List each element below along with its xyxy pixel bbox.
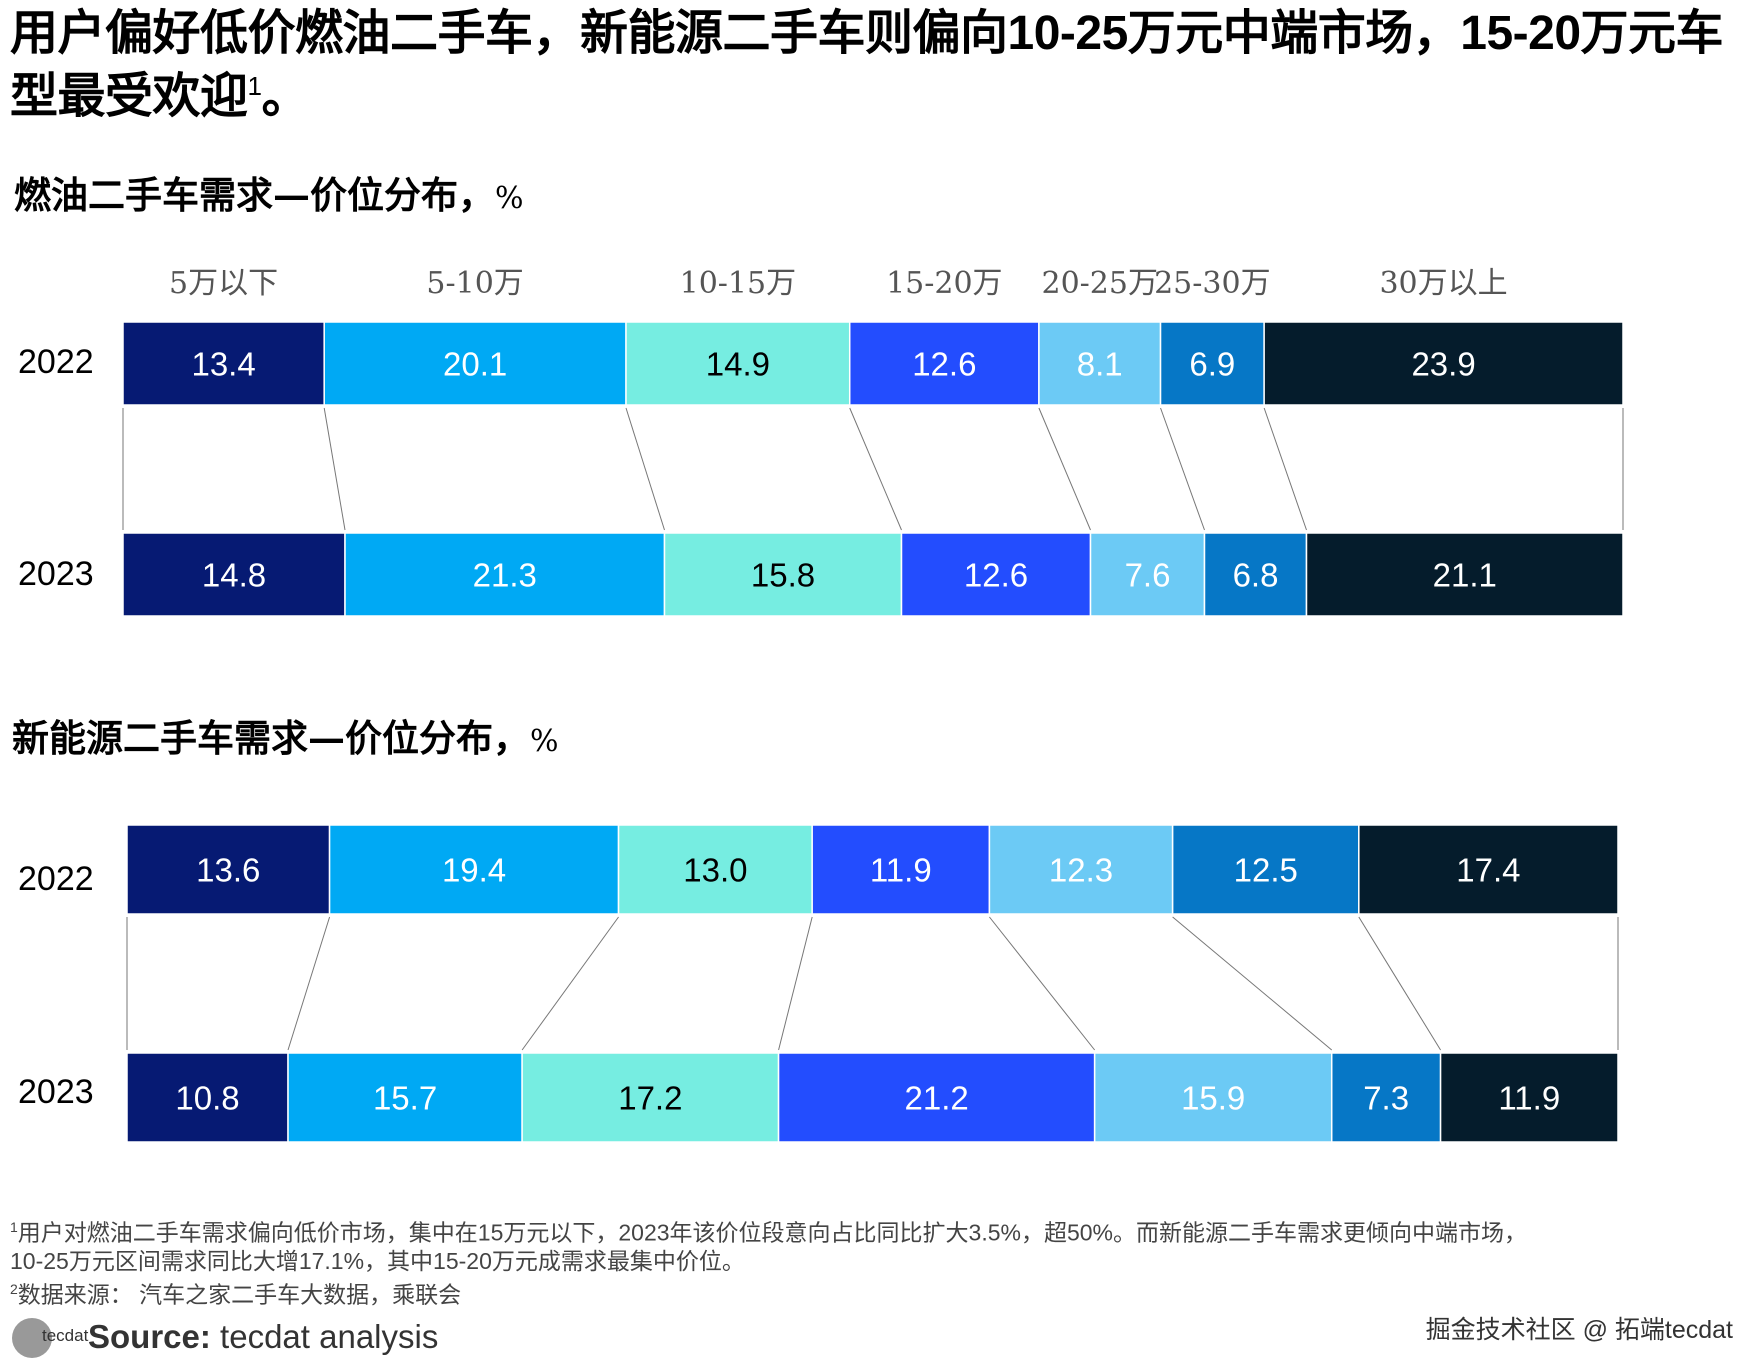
bar-segment	[126, 1052, 289, 1143]
page-title: 用户偏好低价燃油二手车，新能源二手车则偏向10-25万元中端市场，15-20万元…	[10, 7, 1724, 123]
chart2-year-2023: 2023	[18, 1073, 94, 1111]
bar-segment	[848, 321, 1040, 406]
data-label: 12.6	[964, 557, 1028, 594]
data-label: 12.6	[912, 346, 976, 383]
data-label: 21.1	[1433, 557, 1497, 594]
category-label: 5-10万	[426, 266, 524, 301]
watermark: 掘金技术社区 @ 拓端tecdat	[1425, 1316, 1733, 1344]
bar-segment	[1263, 321, 1624, 406]
bar-segment	[1358, 824, 1619, 915]
bar-segment	[777, 1052, 1096, 1143]
data-label: 15.8	[751, 557, 815, 594]
connector-line	[989, 916, 1096, 1051]
data-label: 7.6	[1125, 557, 1171, 594]
data-label: 12.3	[1049, 852, 1113, 889]
bar-segment	[1038, 321, 1162, 406]
category-label: 5万以下	[169, 266, 279, 301]
bar-segment	[1439, 1052, 1619, 1143]
connector-line	[1263, 407, 1307, 531]
data-label: 6.8	[1233, 557, 1279, 594]
bar-segment	[521, 1052, 780, 1143]
bar-segment	[1330, 1052, 1442, 1143]
data-label: 15.7	[373, 1080, 437, 1117]
data-label: 11.9	[870, 852, 932, 889]
chart1-year-2023: 2023	[18, 555, 94, 593]
connector-line	[1160, 407, 1205, 531]
bar-segment	[988, 824, 1174, 915]
category-label: 20-25万	[1041, 266, 1158, 301]
chart2-year-2022: 2022	[18, 860, 94, 898]
bar-segment	[328, 824, 620, 915]
chart1-year-2022: 2022	[18, 343, 94, 381]
data-label: 23.9	[1411, 346, 1475, 383]
connector-line	[778, 916, 813, 1051]
connector-line	[1172, 916, 1333, 1051]
category-label: 25-30万	[1154, 266, 1271, 301]
data-label: 21.2	[904, 1080, 968, 1117]
data-label: 8.1	[1077, 346, 1123, 383]
tecdat-logo	[12, 1318, 52, 1358]
bar-segment	[122, 532, 346, 617]
connector-line	[323, 407, 346, 531]
data-label: 17.4	[1456, 852, 1520, 889]
bar-segment	[1203, 532, 1308, 617]
connector-line	[1358, 916, 1441, 1051]
connector-line	[287, 916, 331, 1051]
chart2-title: 新能源二手车需求—价位分布，%	[12, 716, 559, 760]
data-label: 11.9	[1498, 1080, 1560, 1117]
category-label: 30万以上	[1379, 266, 1508, 301]
bar-segment	[1305, 532, 1624, 617]
bar-segment	[1089, 532, 1206, 617]
bar-segment	[663, 532, 903, 617]
data-label: 20.1	[443, 346, 507, 383]
category-label: 15-20万	[886, 266, 1003, 301]
category-label: 10-15万	[679, 266, 797, 301]
bar-segment	[126, 824, 331, 915]
connector-line	[1038, 407, 1091, 531]
footnote-1: 1用户对燃油二手车需求偏向低价市场，集中在15万元以下，2023年该价位段意向占…	[10, 1219, 1528, 1274]
bar-segment	[122, 321, 325, 406]
data-label: 13.6	[196, 852, 260, 889]
bar-segment	[625, 321, 851, 406]
data-label: 14.8	[202, 557, 266, 594]
data-label: 15.9	[1181, 1080, 1245, 1117]
bar-segment	[287, 1052, 523, 1143]
data-label: 14.9	[706, 346, 770, 383]
connector-line	[849, 407, 902, 531]
bar-segment	[900, 532, 1092, 617]
bar-segment	[617, 824, 813, 915]
data-label: 10.8	[175, 1080, 239, 1117]
data-label: 17.2	[618, 1080, 682, 1117]
data-label: 19.4	[442, 852, 506, 889]
data-label: 12.5	[1234, 852, 1298, 889]
bar-segment	[344, 532, 666, 617]
source: Source: tecdat analysis	[88, 1318, 439, 1355]
data-label: 21.3	[473, 557, 537, 594]
logo-text: tecdat	[42, 1326, 89, 1345]
bar-segment	[323, 321, 627, 406]
bar-segment	[1159, 321, 1265, 406]
chart1-title: 燃油二手车需求—价位分布，%	[14, 173, 524, 217]
connector-line	[625, 407, 665, 531]
footnote-2: 2数据来源： 汽车之家二手车大数据，乘联会	[10, 1281, 462, 1308]
data-label: 13.4	[191, 346, 255, 383]
data-label: 6.9	[1189, 346, 1235, 383]
data-label: 13.0	[683, 852, 747, 889]
connector-line	[521, 916, 619, 1051]
data-label: 7.3	[1363, 1080, 1409, 1117]
